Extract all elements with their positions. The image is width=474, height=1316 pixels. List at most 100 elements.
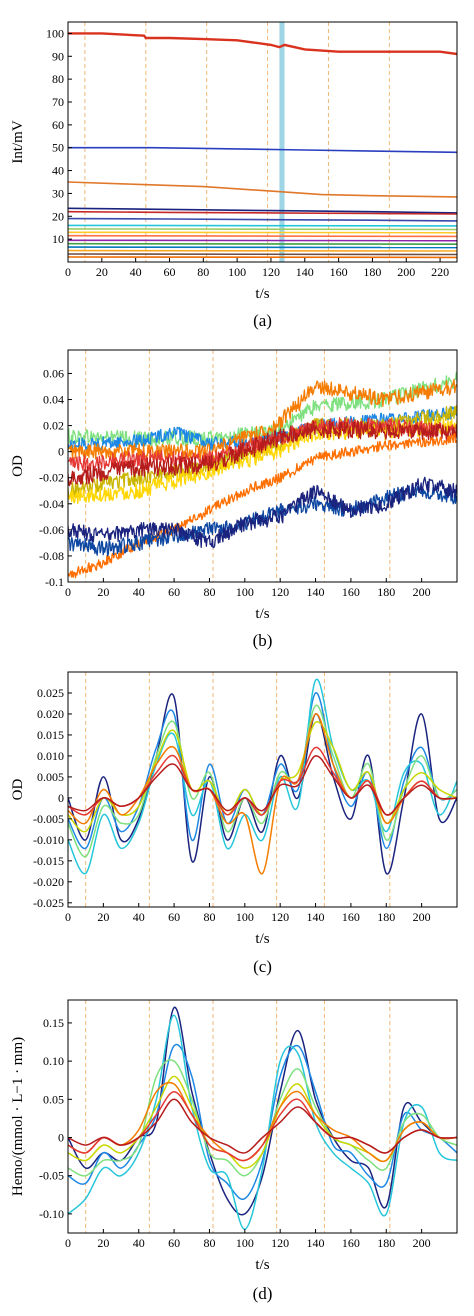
y-tick-label-0: -0.025 (33, 896, 64, 910)
y-tick-label-9: 0.020 (37, 707, 64, 721)
series-line-9 (68, 234, 457, 238)
highlight-band (279, 22, 285, 262)
x-tick-label-10: 200 (413, 1236, 431, 1250)
x-tick-label-6: 120 (271, 585, 289, 599)
series-line-11 (68, 242, 457, 245)
panel-0: 0 20 40 60 80 100 120 140 160 180 200 220 10 20 30 40 50… (10, 21, 458, 330)
y-tick-label-1: -0.08 (39, 549, 64, 563)
y-tick-label-6: 0.02 (43, 419, 64, 433)
x-tick-label-6: 120 (262, 265, 280, 279)
series-line-2 (68, 181, 457, 198)
y-tick-label-5: 0 (58, 445, 64, 459)
x-tick-label-3: 60 (168, 910, 180, 924)
y-tick-label-8: 0.015 (37, 728, 64, 742)
y-tick-label-2: 30 (52, 186, 64, 200)
series-line-2 (68, 678, 457, 875)
y-axis-label-3: Hemo/(mmol · L−1 · mm) (10, 1037, 26, 1196)
plot-frame-0 (67, 21, 458, 263)
series-line-2 (68, 1014, 457, 1230)
x-tick-label-10: 200 (413, 585, 431, 599)
y-tick-label-5: 60 (52, 118, 64, 132)
y-tick-label-8: 90 (52, 49, 64, 63)
series-line-6 (68, 224, 457, 227)
y-tick-label-6: 0.005 (37, 770, 64, 784)
y-tick-label-2: -0.015 (33, 854, 64, 868)
series-line-9 (68, 476, 457, 549)
series-line-0 (68, 1006, 457, 1216)
x-tick-label-9: 180 (363, 265, 381, 279)
x-tick-label-2: 40 (133, 1236, 145, 1250)
y-axis-label-0: Int/mV (10, 120, 26, 163)
x-tick-label-6: 120 (271, 1236, 289, 1250)
y-tick-label-3: 0.05 (43, 1092, 64, 1106)
y-tick-label-6: 70 (52, 95, 64, 109)
y-tick-label-3: -0.04 (39, 497, 64, 511)
x-tick-label-0: 0 (65, 910, 71, 924)
x-tick-label-4: 80 (203, 585, 215, 599)
x-tick-label-3: 60 (168, 1236, 180, 1250)
x-tick-label-10: 200 (413, 910, 431, 924)
series-line-0 (68, 693, 457, 875)
x-tick-label-0: 0 (65, 585, 71, 599)
y-tick-label-8: 0.06 (43, 366, 64, 380)
x-tick-label-5: 100 (236, 585, 254, 599)
x-tick-label-11: 220 (431, 265, 449, 279)
y-tick-label-4: -0.005 (33, 812, 64, 826)
y-tick-label-1: 20 (52, 209, 64, 223)
y-tick-label-5: 0 (58, 791, 64, 805)
x-tick-label-0: 0 (65, 265, 71, 279)
y-tick-label-4: 50 (52, 141, 64, 155)
y-axis-label-2: OD (10, 779, 26, 801)
x-tick-label-2: 40 (133, 910, 145, 924)
y-tick-label-7: 80 (52, 72, 64, 86)
y-tick-label-4: -0.02 (39, 471, 64, 485)
panel-3: 0 20 40 60 80 100 120 140 160 180 200 -0.10 -0.05 0 0.… (10, 999, 458, 1303)
series-line-6 (68, 420, 457, 487)
y-tick-label-10: 0.025 (37, 686, 64, 700)
x-tick-label-9: 180 (377, 1236, 395, 1250)
series-line-14 (68, 253, 457, 256)
plot-frame-1 (67, 349, 458, 583)
x-tick-label-0: 0 (65, 1236, 71, 1250)
series-line-3 (68, 207, 457, 214)
x-tick-label-1: 20 (97, 910, 109, 924)
series-line-4 (68, 210, 457, 215)
x-tick-label-6: 120 (271, 910, 289, 924)
series-line-5 (68, 217, 457, 222)
y-tick-label-0: 10 (52, 232, 64, 246)
series-line-1 (68, 146, 457, 154)
y-tick-label-7: 0.04 (43, 393, 64, 407)
x-tick-label-8: 160 (342, 910, 360, 924)
x-tick-label-1: 20 (97, 585, 109, 599)
x-tick-label-9: 180 (377, 585, 395, 599)
plot-area-3 (68, 1000, 457, 1233)
x-tick-label-3: 60 (163, 265, 175, 279)
x-tick-label-3: 60 (168, 585, 180, 599)
x-tick-label-4: 80 (197, 265, 209, 279)
y-tick-label-2: -0.06 (39, 523, 64, 537)
panel-label-1: (b) (253, 631, 273, 650)
x-tick-label-2: 40 (133, 585, 145, 599)
x-axis-label-3: t/s (255, 1257, 269, 1273)
panel-label-2: (c) (253, 957, 272, 976)
x-axis-label-1: t/s (255, 606, 269, 622)
plot-area-2 (68, 672, 457, 907)
y-tick-label-2: 0 (58, 1131, 64, 1145)
x-tick-label-10: 200 (397, 265, 415, 279)
y-tick-label-1: -0.05 (39, 1169, 64, 1183)
x-tick-label-8: 160 (330, 265, 348, 279)
x-tick-label-9: 180 (377, 910, 395, 924)
x-tick-label-4: 80 (203, 910, 215, 924)
plot-area-1 (68, 350, 457, 582)
panel-label-0: (a) (253, 311, 272, 330)
panel-label-3: (d) (253, 1284, 273, 1303)
series-line-2 (68, 378, 457, 461)
series-line-7 (68, 755, 457, 816)
x-tick-label-7: 140 (307, 1236, 325, 1250)
y-tick-label-7: 0.010 (37, 749, 64, 763)
plot-frame-2 (67, 671, 458, 908)
y-tick-label-3: -0.010 (33, 833, 64, 847)
series-line-4 (68, 418, 457, 505)
x-tick-label-1: 20 (96, 265, 108, 279)
